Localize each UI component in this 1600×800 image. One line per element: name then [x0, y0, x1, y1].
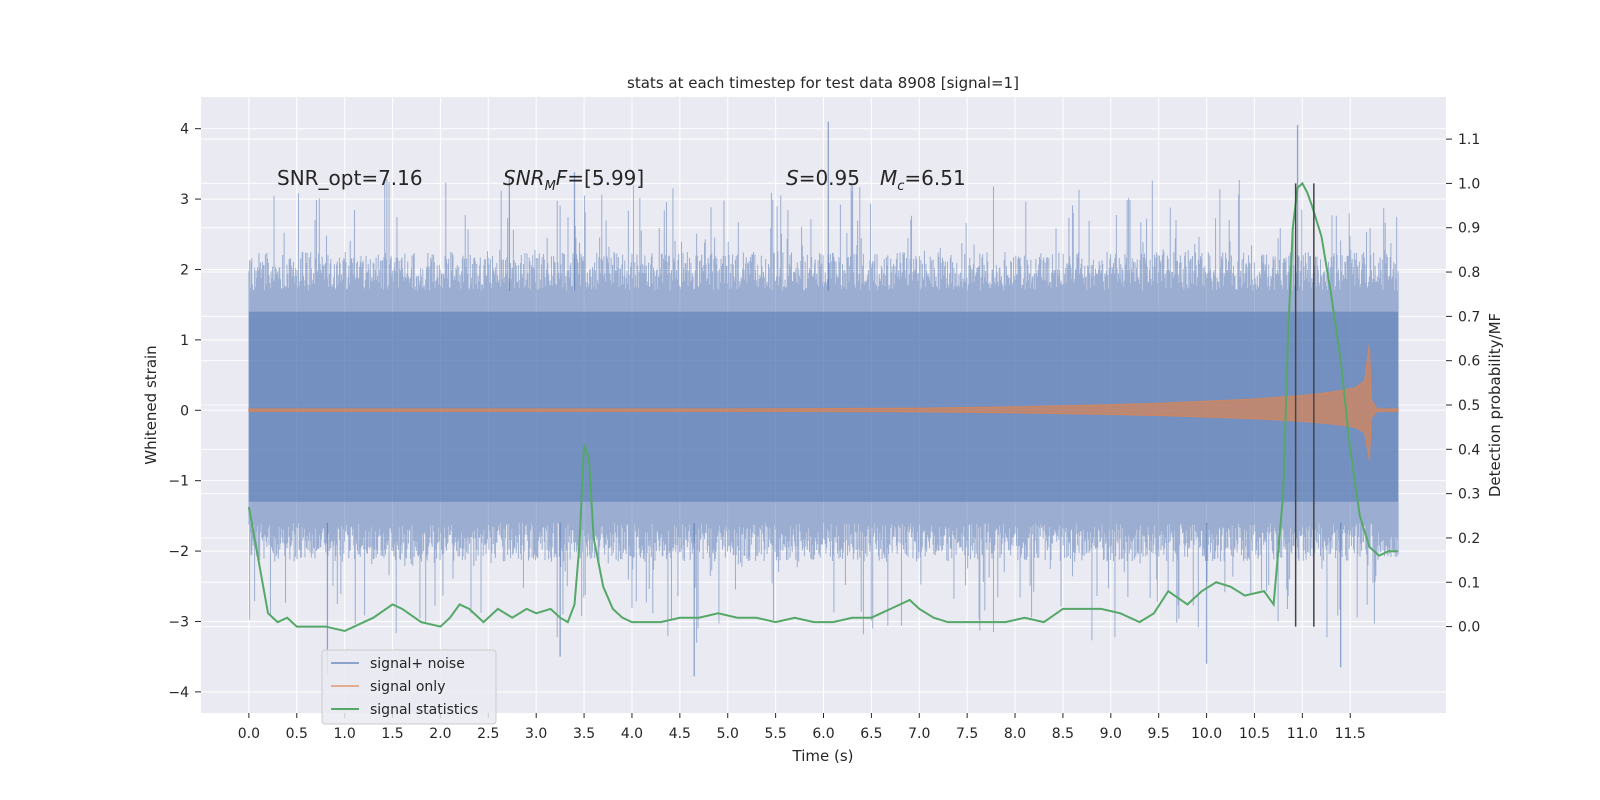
- annotation-s: S=0.95: [786, 166, 860, 190]
- legend-label-signal-statistics: signal statistics: [370, 702, 478, 718]
- y-left-tick-label-3: −1: [168, 474, 189, 490]
- snr-mf-symbol-tail: F: [556, 166, 568, 190]
- y-right-tick-label-0: 0.0: [1458, 620, 1480, 636]
- y-right-tick-label-4: 0.4: [1458, 442, 1480, 458]
- s-value: =0.95: [799, 166, 860, 190]
- x-tick-label-8: 4.0: [621, 726, 643, 742]
- x-tick-label-12: 6.0: [812, 726, 834, 742]
- x-tick-label-21: 10.5: [1239, 726, 1270, 742]
- x-tick-label-5: 2.5: [477, 726, 499, 742]
- signal-statistics-line: [247, 181, 1399, 633]
- x-tick-label-16: 8.0: [1004, 726, 1026, 742]
- legend-label-signal-noise: signal+ noise: [370, 656, 465, 672]
- x-tick-label-9: 4.5: [669, 726, 691, 742]
- x-tick-label-3: 1.5: [381, 726, 403, 742]
- x-tick-label-1: 0.5: [286, 726, 308, 742]
- mc-symbol: M: [880, 166, 897, 190]
- y-left-axis-label: Whitened strain: [142, 345, 160, 464]
- x-tick-label-18: 9.0: [1100, 726, 1122, 742]
- mc-subscript: c: [897, 179, 904, 194]
- y-right-tick-label-1: 0.1: [1458, 575, 1480, 591]
- x-tick-label-7: 3.5: [573, 726, 595, 742]
- annotation-snr-opt: SNR_opt=7.16: [277, 166, 423, 190]
- y-left-tick-label-7: 3: [180, 192, 189, 208]
- y-right-tick-label-7: 0.7: [1458, 309, 1480, 325]
- y-right-tick-label-9: 0.9: [1458, 221, 1480, 237]
- signal-statistics-series: [247, 181, 1399, 633]
- s-symbol: S: [786, 166, 799, 190]
- y-right-tick-label-6: 0.6: [1458, 354, 1480, 370]
- y-right-tick-label-10: 1.0: [1458, 176, 1480, 192]
- x-tick-label-10: 5.0: [717, 726, 739, 742]
- x-tick-label-6: 3.0: [525, 726, 547, 742]
- y-right-tick-label-5: 0.5: [1458, 398, 1480, 414]
- x-axis-label: Time (s): [792, 747, 854, 765]
- y-left-tick-label-6: 2: [180, 262, 189, 278]
- annotation-snr-mf: SNRMF=[5.99]: [503, 166, 644, 194]
- snr-mf-subscript: M: [545, 179, 556, 194]
- legend: signal+ noise signal only signal statist…: [321, 649, 497, 725]
- snr-mf-symbol: SNR: [503, 166, 545, 190]
- y-right-tick-label-8: 0.8: [1458, 265, 1480, 281]
- x-tick-label-0: 0.0: [238, 726, 260, 742]
- x-tick-label-17: 8.5: [1052, 726, 1074, 742]
- legend-box: [321, 649, 497, 725]
- y-right-tick-label-3: 0.3: [1458, 487, 1480, 503]
- y-left-tick-label-2: −2: [168, 544, 189, 560]
- x-tick-label-4: 2.0: [429, 726, 451, 742]
- x-tick-label-13: 6.5: [860, 726, 882, 742]
- x-axis-ticks: 0.0 0.5 1.0 1.5 2.0 2.5 3.0 3.5 4.0 4.5 5.0 5.5 6.0 6…: [238, 713, 1366, 742]
- chart-title: stats at each timestep for test data 890…: [627, 74, 1019, 92]
- y-right-axis-ticks: 0.0 0.1 0.2 0.3 0.4 0.5 0.6 0.7 0.8 0.9 1.0 1.1: [1446, 132, 1480, 636]
- y-left-tick-label-5: 1: [180, 333, 189, 349]
- legend-label-signal-only: signal only: [370, 679, 445, 695]
- x-tick-label-23: 11.5: [1335, 726, 1366, 742]
- x-tick-label-14: 7.0: [908, 726, 930, 742]
- snr-mf-value: =[5.99]: [567, 166, 644, 190]
- y-left-axis-ticks: −4 −3 −2 −1 0 1 2 3 4: [168, 122, 201, 701]
- x-tick-label-22: 11.0: [1287, 726, 1318, 742]
- y-left-tick-label-1: −3: [168, 614, 189, 630]
- y-right-tick-label-2: 0.2: [1458, 531, 1480, 547]
- mc-value: =6.51: [904, 166, 965, 190]
- y-right-axis-label: Detection probability/MF: [1486, 313, 1504, 497]
- signal-only-envelope: [248, 343, 1399, 461]
- x-tick-label-19: 9.5: [1148, 726, 1170, 742]
- x-tick-label-11: 5.5: [764, 726, 786, 742]
- y-left-tick-label-4: 0: [180, 403, 189, 419]
- x-tick-label-15: 7.5: [956, 726, 978, 742]
- y-right-tick-label-11: 1.1: [1458, 132, 1480, 148]
- y-left-tick-label-0: −4: [168, 685, 189, 701]
- x-tick-label-2: 1.0: [334, 726, 356, 742]
- annotation-mc: Mc=6.51: [880, 166, 966, 194]
- signal-only-series: [248, 343, 1399, 461]
- detection-markers: [1294, 183, 1315, 627]
- y-left-tick-label-8: 4: [180, 122, 189, 138]
- x-tick-label-20: 10.0: [1191, 726, 1222, 742]
